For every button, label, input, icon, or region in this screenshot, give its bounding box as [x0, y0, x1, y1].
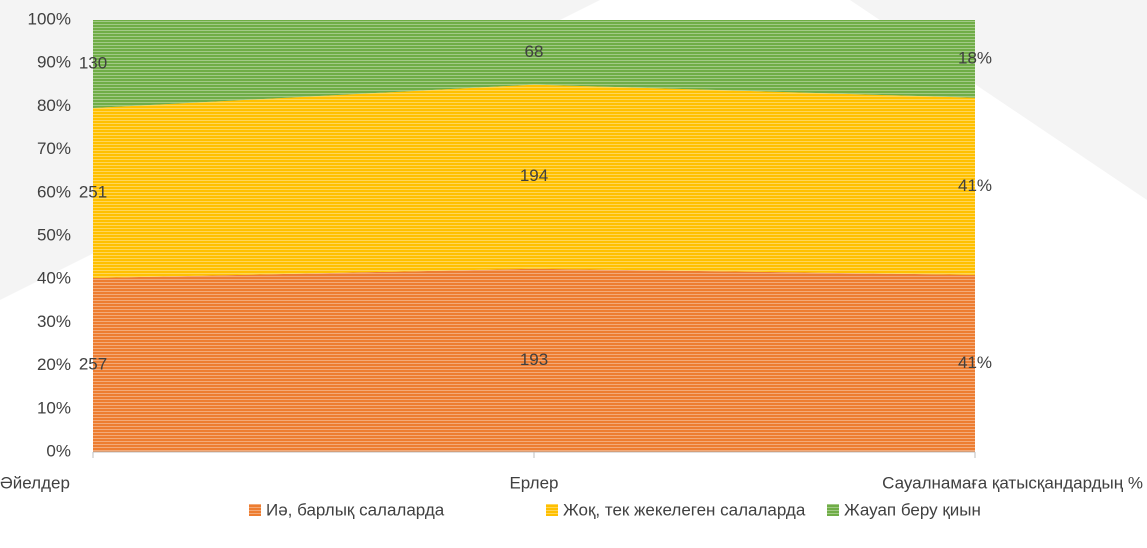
legend-swatch — [249, 504, 261, 516]
y-tick-label: 70% — [37, 139, 71, 158]
legend-label: Жоқ, тек жекелеген салаларда — [563, 500, 806, 519]
area — [93, 84, 975, 278]
data-label: 257 — [79, 354, 107, 373]
data-label: 41% — [958, 176, 992, 195]
x-tick-label: Ерлер — [509, 473, 558, 492]
y-tick-label: 60% — [37, 182, 71, 201]
legend-label: Жауап беру қиын — [844, 500, 981, 519]
legend-swatch — [546, 504, 558, 516]
legend-swatch — [827, 504, 839, 516]
y-tick-label: 100% — [28, 9, 71, 28]
y-tick-label: 30% — [37, 312, 71, 331]
data-label: 251 — [79, 182, 107, 201]
data-label: 194 — [520, 166, 548, 185]
data-label: 18% — [958, 48, 992, 67]
area — [93, 20, 975, 109]
y-tick-label: 10% — [37, 398, 71, 417]
data-label: 68 — [525, 42, 544, 61]
data-label: 130 — [79, 53, 107, 72]
y-tick-label: 90% — [37, 53, 71, 72]
x-tick-label: Әйелдер — [0, 473, 70, 492]
legend-label: Иә, барлық салаларда — [266, 500, 445, 519]
x-tick-label: Сауалнамаға қатысқандардың % — [882, 473, 1143, 492]
y-tick-label: 40% — [37, 269, 71, 288]
data-label: 193 — [520, 350, 548, 369]
y-tick-label: 50% — [37, 225, 71, 244]
area — [93, 268, 975, 452]
y-tick-label: 80% — [37, 96, 71, 115]
y-tick-label: 0% — [46, 441, 71, 460]
y-tick-label: 20% — [37, 355, 71, 374]
data-label: 41% — [958, 353, 992, 372]
